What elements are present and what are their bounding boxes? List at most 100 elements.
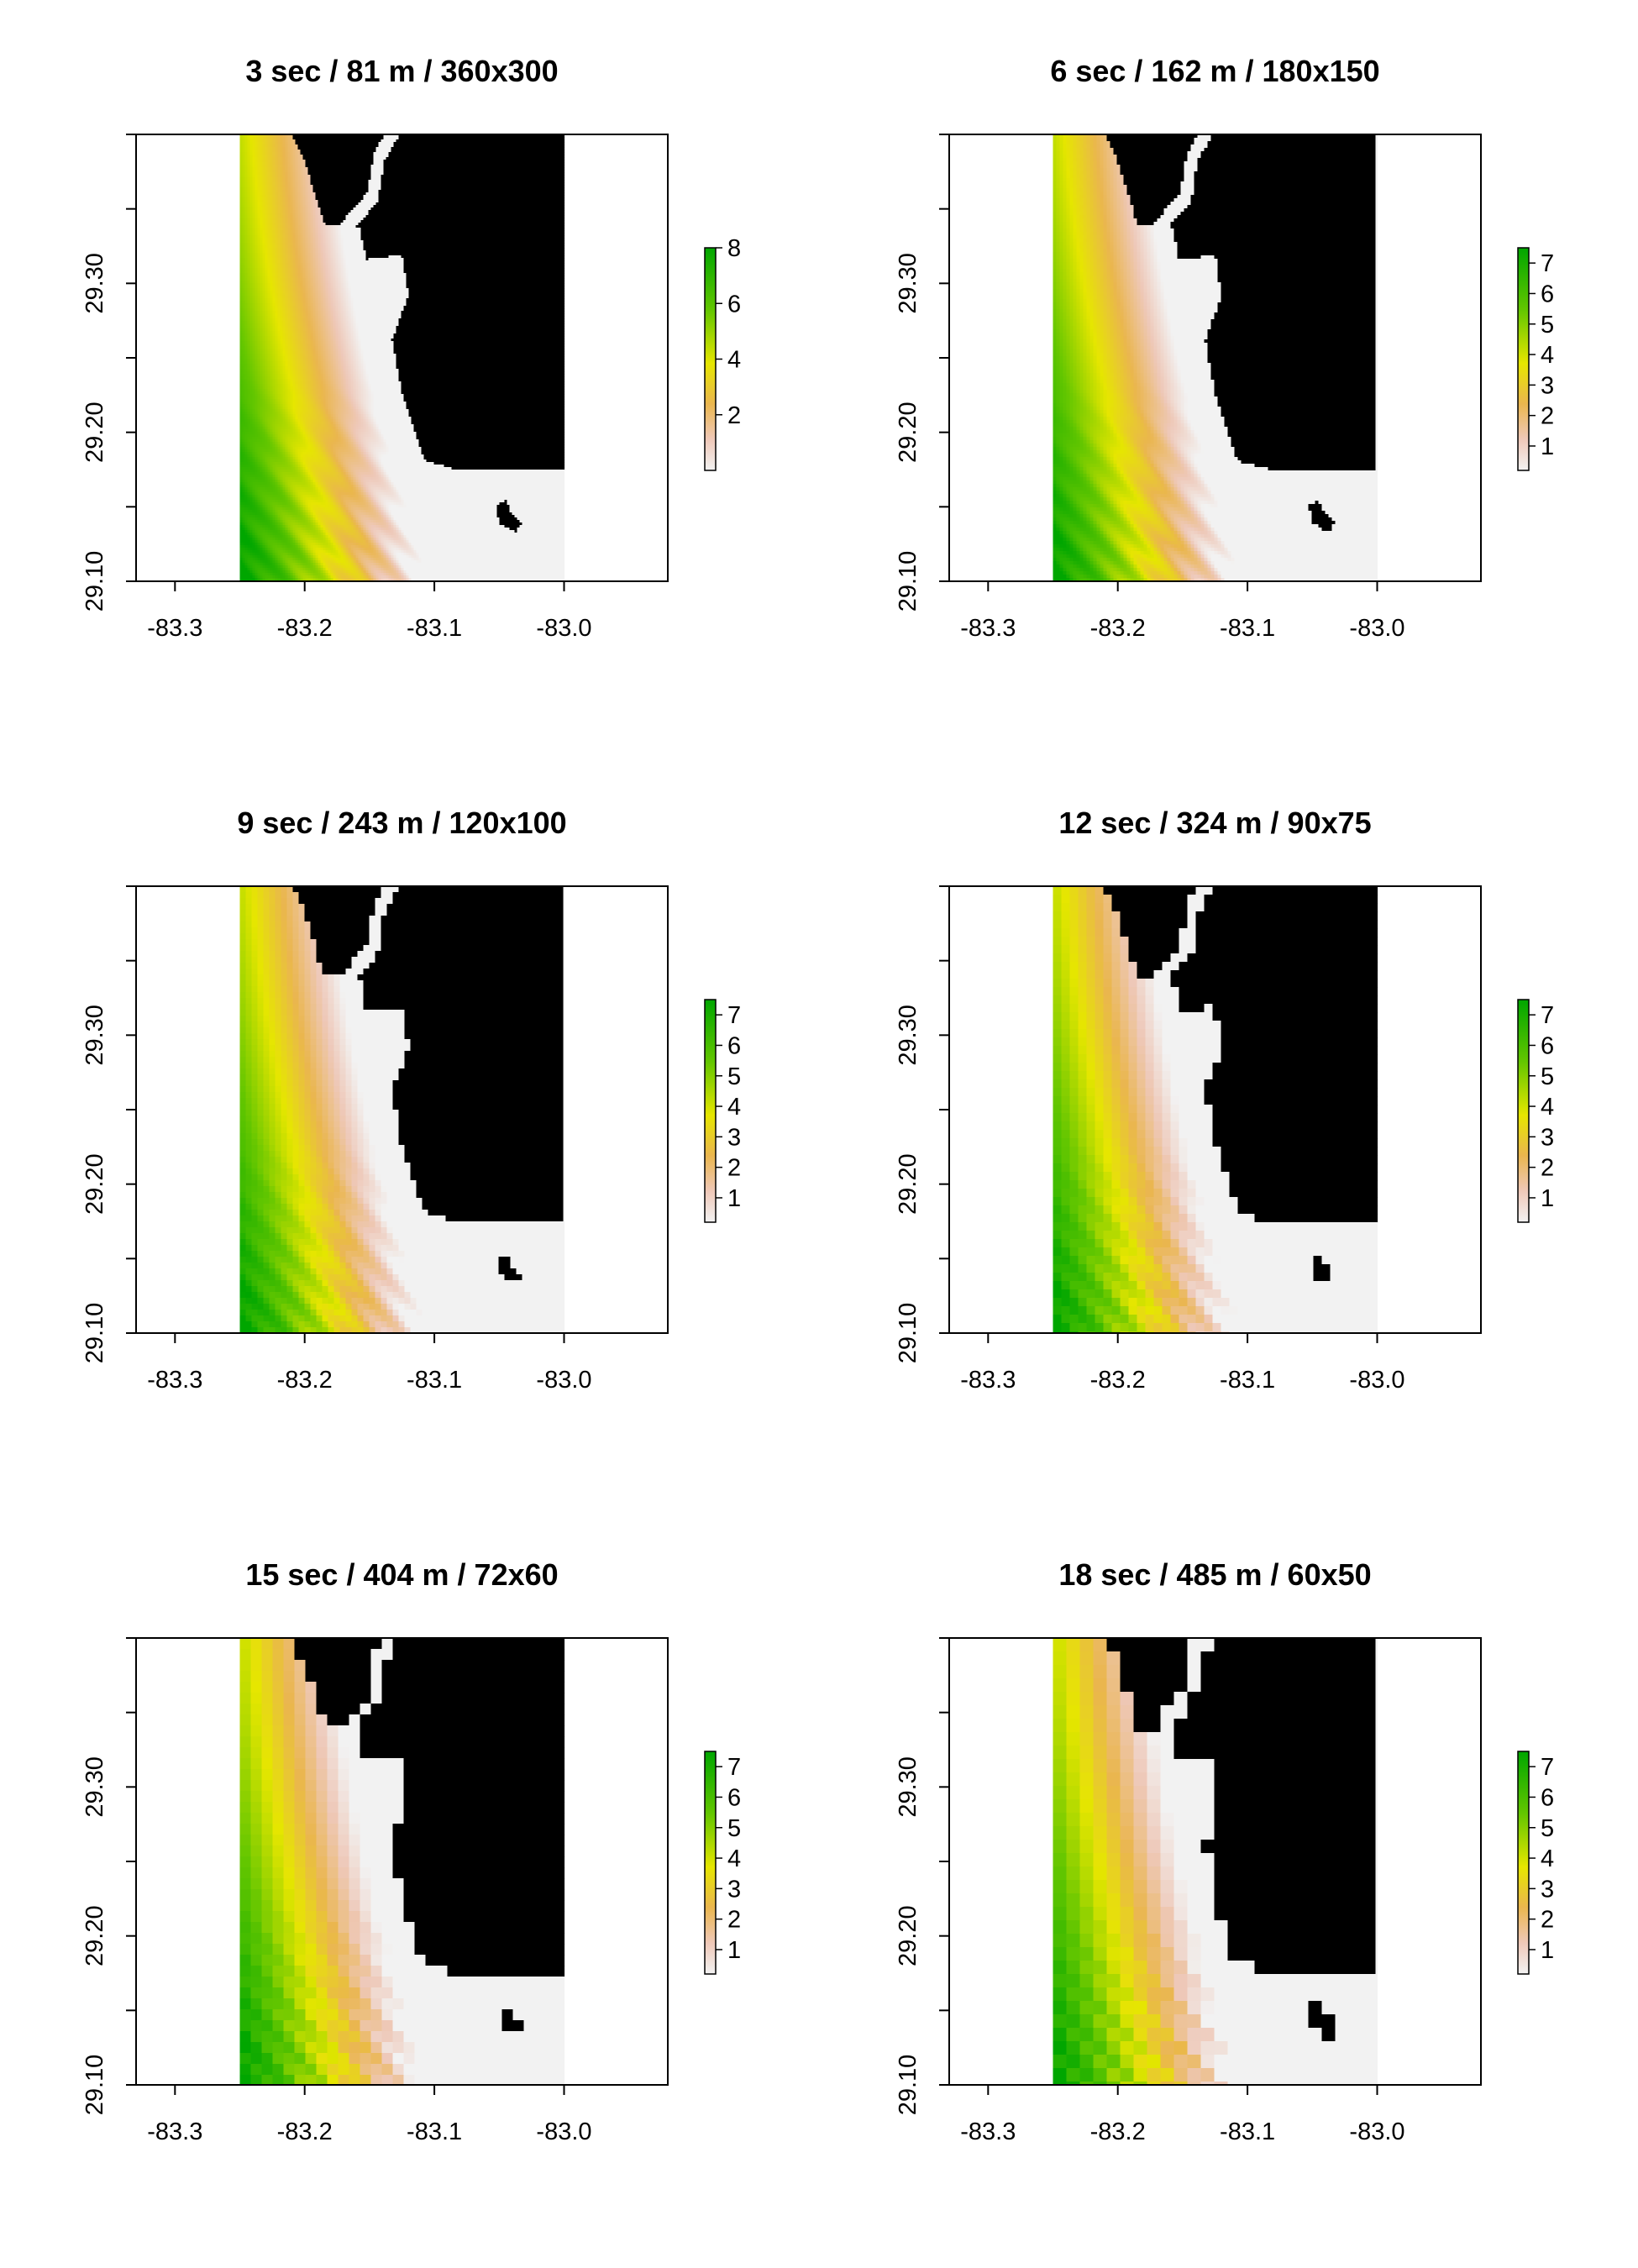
raster-cell <box>454 157 458 160</box>
raster-cell <box>416 157 420 160</box>
raster-cell <box>403 150 407 153</box>
raster-cell <box>373 162 377 165</box>
raster-cell <box>466 160 470 163</box>
raster-cell <box>423 162 428 165</box>
raster-cell <box>247 142 251 145</box>
raster-cell <box>549 134 554 138</box>
raster-cell <box>461 160 465 163</box>
raster-cell <box>406 165 410 168</box>
raster-cell <box>262 142 266 145</box>
raster-cell <box>527 160 531 163</box>
raster-cell <box>517 160 521 163</box>
raster-cell <box>436 152 440 155</box>
raster-cell <box>333 152 337 155</box>
raster-cell <box>428 144 433 148</box>
raster-cell <box>287 147 291 150</box>
raster-cell <box>275 155 279 158</box>
raster-cell <box>249 144 254 148</box>
raster-cell <box>406 155 410 158</box>
raster-cell <box>426 155 430 158</box>
raster-cell <box>542 147 546 150</box>
raster-cell <box>403 165 407 168</box>
raster-cell <box>353 165 357 168</box>
raster-cell <box>378 142 382 145</box>
raster-cell <box>383 139 387 143</box>
raster-cell <box>524 144 528 148</box>
raster-cell <box>534 144 538 148</box>
raster-cell <box>323 144 327 148</box>
raster-cell <box>307 155 312 158</box>
raster-cell <box>318 142 322 145</box>
raster-cell <box>260 155 264 158</box>
raster-cell <box>262 134 266 138</box>
raster-cell <box>338 160 342 163</box>
raster-cell <box>310 157 314 160</box>
raster-cell <box>416 155 420 158</box>
raster-cell <box>454 134 458 138</box>
raster-cell <box>350 157 354 160</box>
raster-cell <box>431 152 435 155</box>
raster-cell <box>444 134 448 138</box>
raster-cell <box>491 160 496 163</box>
raster-cell <box>537 137 541 140</box>
raster-cell <box>423 142 428 145</box>
raster-cell <box>247 139 251 143</box>
raster-cell <box>358 142 362 145</box>
raster-cell <box>260 142 264 145</box>
raster-cell <box>539 152 543 155</box>
raster-cell <box>431 137 435 140</box>
raster-cell <box>345 139 349 143</box>
raster-cell <box>539 144 543 148</box>
raster-cell <box>348 137 352 140</box>
raster-cell <box>554 150 559 153</box>
raster-cell <box>428 150 433 153</box>
raster-cell <box>554 147 559 150</box>
raster-cell <box>355 142 360 145</box>
raster-cell <box>244 142 249 145</box>
raster-cell <box>557 142 561 145</box>
raster-cell <box>471 165 475 168</box>
raster-cell <box>451 137 455 140</box>
raster-cell <box>312 157 317 160</box>
raster-cell <box>544 157 549 160</box>
raster-cell <box>287 137 291 140</box>
raster-cell <box>552 142 556 145</box>
raster-cell <box>262 157 266 160</box>
raster-cell <box>338 137 342 140</box>
raster-cell <box>514 144 518 148</box>
raster-cell <box>451 147 455 150</box>
raster-cell <box>519 144 523 148</box>
raster-cell <box>338 147 342 150</box>
raster-cell <box>514 137 518 140</box>
raster-cell <box>391 150 395 153</box>
raster-cell <box>469 165 473 168</box>
raster-cell <box>297 155 302 158</box>
raster-cell <box>474 160 478 163</box>
raster-cell <box>524 139 528 143</box>
raster-cell <box>398 137 402 140</box>
raster-cell <box>559 150 564 153</box>
raster-cell <box>474 157 478 160</box>
raster-cell <box>423 139 428 143</box>
raster-cell <box>363 144 367 148</box>
raster-cell <box>305 142 309 145</box>
raster-cell <box>423 134 428 138</box>
raster-cell <box>355 137 360 140</box>
raster-cell <box>277 147 281 150</box>
raster-cell <box>512 155 516 158</box>
raster-cell <box>522 155 526 158</box>
raster-cell <box>438 144 443 148</box>
raster-cell <box>522 157 526 160</box>
raster-cell <box>381 165 385 168</box>
raster-cell <box>401 134 405 138</box>
raster-cell <box>330 134 334 138</box>
raster-cell <box>449 144 453 148</box>
raster-cell <box>388 165 392 168</box>
raster-cell <box>330 137 334 140</box>
raster-cell <box>393 144 397 148</box>
raster-cell <box>239 142 244 145</box>
raster-cell <box>255 137 259 140</box>
raster-cell <box>544 139 549 143</box>
raster-cell <box>418 150 423 153</box>
raster-cell <box>381 144 385 148</box>
